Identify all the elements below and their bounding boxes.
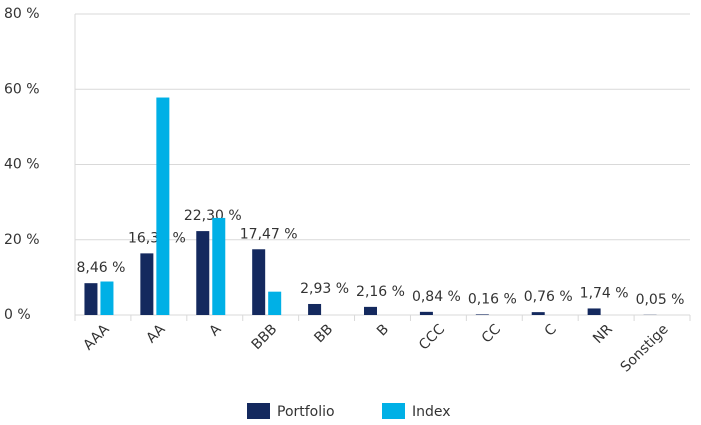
x-tick-label: CCC <box>416 321 448 353</box>
y-tick-label: 20 % <box>4 232 40 248</box>
data-label: 0,76 % <box>524 289 573 305</box>
bar <box>475 314 489 315</box>
bar <box>156 97 170 315</box>
x-tick-label: C <box>542 321 560 339</box>
x-tick-label: Sonstige <box>618 321 672 375</box>
data-label: 1,74 % <box>580 285 629 301</box>
legend-swatch <box>247 403 270 419</box>
legend-label: Portfolio <box>277 404 335 420</box>
x-tick-label: AA <box>143 321 168 346</box>
bar <box>84 283 98 315</box>
data-label: 17,47 % <box>240 226 298 242</box>
bar <box>212 217 226 315</box>
data-label: 0,16 % <box>468 291 517 307</box>
x-tick-label: CC <box>479 321 504 346</box>
y-tick-label: 0 % <box>4 307 31 323</box>
data-label: 22,30 % <box>184 208 242 224</box>
x-tick-label: NR <box>590 321 616 347</box>
x-tick-label: B <box>374 321 392 339</box>
bar <box>268 291 282 315</box>
bar <box>308 303 322 315</box>
bar <box>196 231 210 315</box>
bar <box>364 306 377 315</box>
bar <box>419 311 433 315</box>
bar <box>587 308 601 315</box>
x-tick-label: A <box>206 321 224 339</box>
legend-label: Index <box>412 404 451 420</box>
x-tick-label: AAA <box>80 321 112 353</box>
data-label: 0,84 % <box>412 289 461 305</box>
bar <box>531 312 545 315</box>
x-tick-label: BBB <box>249 321 281 353</box>
y-tick-label: 80 % <box>4 6 40 22</box>
data-label: 2,16 % <box>356 284 405 300</box>
y-tick-label: 60 % <box>4 81 40 97</box>
bar <box>140 253 154 315</box>
legend-swatch <box>382 403 405 419</box>
data-label: 0,05 % <box>636 292 685 308</box>
data-label: 8,46 % <box>76 260 125 276</box>
bar <box>252 249 266 315</box>
y-tick-label: 40 % <box>4 157 40 173</box>
bar <box>100 281 114 315</box>
data-label: 2,93 % <box>300 281 349 297</box>
x-tick-label: BB <box>311 321 336 346</box>
